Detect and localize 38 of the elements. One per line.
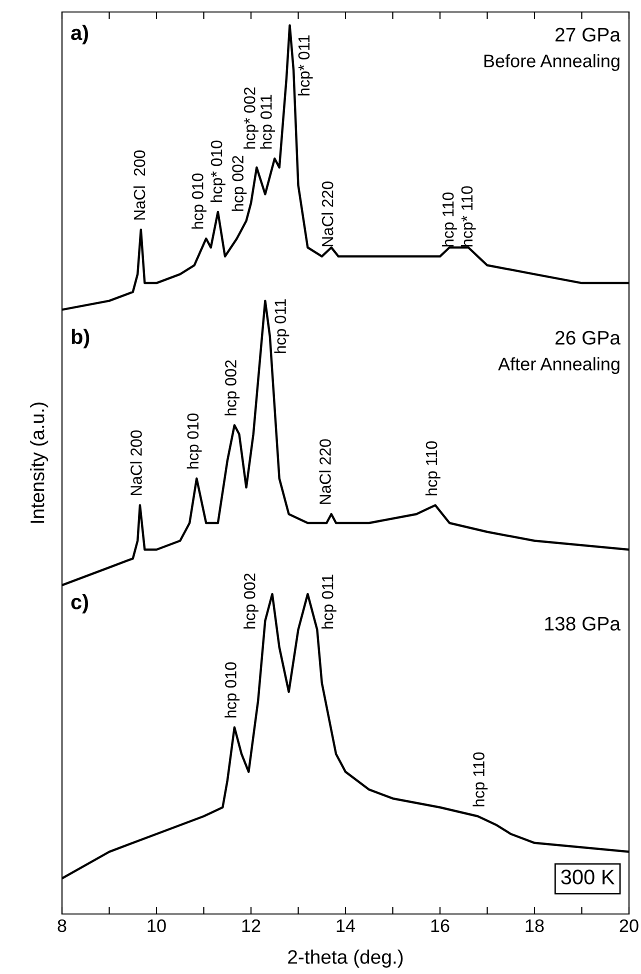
annotation: hcp 011 — [274, 299, 290, 354]
annotation: 300 K — [561, 870, 615, 884]
annotation: 26 GPa — [556, 330, 620, 345]
annotation: hcp 011 — [322, 574, 336, 629]
x-tick-label: 18 — [526, 919, 544, 932]
annotation: hcp 110 — [425, 441, 440, 496]
annotation: hcp* 011 — [298, 35, 313, 96]
x-tick-label: 16 — [431, 919, 450, 932]
annotation: hcp 010 — [186, 413, 202, 469]
y-axis-title: Intensity (a.u.) — [30, 402, 48, 523]
annotation: hcp 010 — [224, 662, 240, 718]
x-tick-label: 8 — [58, 919, 66, 932]
annotation: hcp 011 — [260, 94, 275, 149]
annotation: hcp 010 — [192, 174, 206, 229]
annotation: 27 GPa — [556, 28, 620, 42]
annotation: hcp 110 — [442, 192, 457, 246]
x-axis-title: 2-theta (deg.) — [288, 950, 403, 968]
annotation: hcp* 010 — [210, 140, 226, 202]
annotation: a) — [71, 24, 88, 44]
annotation: hcp* 002 — [244, 87, 258, 149]
annotation: hcp 002 — [244, 574, 258, 629]
annotation: hcp 002 — [224, 360, 240, 416]
x-tick-label: 12 — [242, 919, 260, 932]
annotation: hcp* 110 — [460, 186, 476, 246]
annotation: 138 GPa — [545, 616, 620, 631]
annotation: NaCl 200 — [130, 430, 142, 496]
annotation: b) — [72, 328, 90, 348]
annotation: Before Annealing — [484, 54, 620, 71]
x-tick-label: 14 — [336, 920, 356, 932]
x-tick-label: 20 — [620, 919, 638, 932]
annotation: hcp 110 — [472, 752, 488, 806]
annotation: c) — [71, 594, 88, 614]
x-tick-label: 10 — [148, 919, 166, 932]
annotation: NaCl 200 — [133, 150, 146, 220]
annotation: After Annealing — [498, 357, 620, 374]
annotation: hcp 002 — [232, 156, 247, 211]
annotation: NaCl 220 — [319, 439, 331, 504]
annotation: NaCl 220 — [322, 182, 334, 246]
